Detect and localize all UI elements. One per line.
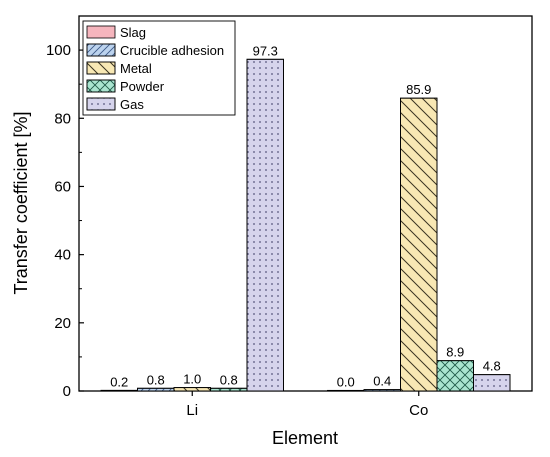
bar-pattern-metal [173, 387, 211, 392]
legend-label-slag: Slag [120, 25, 146, 40]
x-axis-title: Element [272, 428, 338, 448]
x-axis: Li Co [186, 391, 428, 419]
bar-pattern-powder [210, 387, 248, 392]
data-label: 4.8 [483, 359, 501, 374]
y-tick-label: 0 [63, 383, 71, 400]
data-labels-group: 0.2 0.0 0.8 0.4 1.0 85.9 0.8 8.9 97.3 4.8 [110, 43, 501, 389]
data-label: 0.2 [110, 374, 128, 389]
data-label: 1.0 [183, 372, 201, 387]
y-tick-label: 100 [46, 42, 71, 59]
data-label: 0.0 [337, 374, 355, 389]
bars-group [100, 58, 511, 392]
bar-pattern-powder [436, 360, 474, 392]
bar-pattern-gas [246, 58, 284, 392]
data-label: 0.8 [220, 372, 238, 387]
data-label: 97.3 [253, 43, 278, 58]
legend-swatch-pattern [86, 79, 116, 93]
bar-pattern-gas [473, 374, 511, 392]
data-label: 0.8 [147, 372, 165, 387]
legend-label-metal: Metal [120, 61, 152, 76]
legend-label-powder: Powder [120, 79, 165, 94]
legend-swatch-pattern [86, 97, 116, 111]
data-label: 0.4 [373, 374, 391, 389]
bar-slag-li [100, 389, 138, 392]
y-axis: 0 20 40 60 80 100 [46, 42, 84, 400]
legend-label-gas: Gas [120, 97, 144, 112]
bar-pattern-crucible-adhesion [363, 389, 401, 392]
legend-swatch-slag [86, 25, 116, 39]
data-label: 85.9 [406, 82, 431, 97]
bar-pattern-metal [400, 97, 438, 392]
bar-pattern-crucible-adhesion [137, 387, 175, 392]
y-tick-label: 20 [54, 315, 71, 332]
bar-slag-co [327, 389, 365, 392]
legend: Slag Crucible adhesion Metal Powder Gas [82, 20, 236, 116]
legend-label-crucible-adhesion: Crucible adhesion [120, 43, 224, 58]
y-tick-label: 60 [54, 178, 71, 195]
legend-swatch-pattern [86, 43, 116, 57]
x-tick-label: Li [186, 402, 198, 419]
legend-swatch-pattern [86, 61, 116, 75]
plot-frame [78, 15, 533, 392]
x-tick-label: Co [409, 402, 428, 419]
data-label: 8.9 [446, 345, 464, 360]
y-axis-title: Transfer coefficient [%] [11, 111, 31, 294]
y-tick-label: 40 [54, 247, 71, 264]
y-tick-label: 80 [54, 110, 71, 127]
